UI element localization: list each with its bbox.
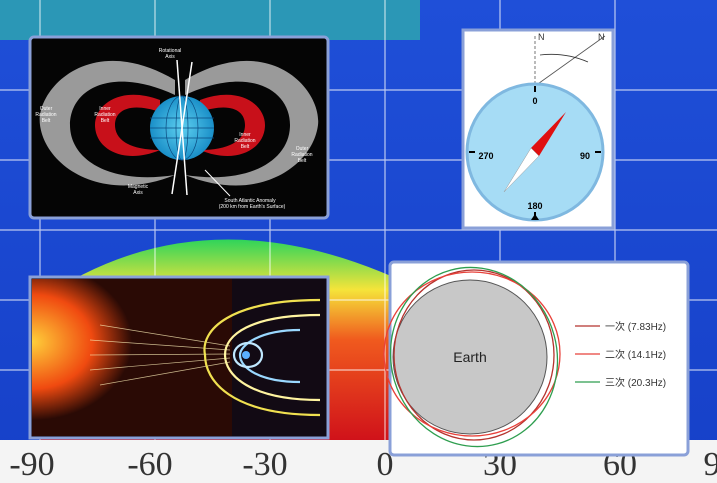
north-label: N bbox=[538, 32, 545, 42]
resonance-panel: Earth 一次 (7.83Hz) 二次 (14.1Hz) 三次 (20.3Hz) bbox=[383, 260, 690, 457]
earth-label: Earth bbox=[453, 349, 486, 365]
label: Axis bbox=[165, 54, 175, 60]
magnetosphere-panel bbox=[28, 275, 330, 440]
legend-label: 一次 (7.83Hz) bbox=[605, 320, 666, 333]
x-tick-label: -30 bbox=[242, 446, 287, 483]
label: Magnetic bbox=[128, 184, 149, 190]
compass-label: 90 bbox=[580, 151, 590, 161]
mode-2-outline bbox=[383, 271, 561, 437]
label: Radiation bbox=[35, 112, 56, 118]
compass-label: 270 bbox=[478, 151, 493, 161]
label: (200 km from Earth's Surface) bbox=[219, 204, 286, 210]
x-tick-label: 0 bbox=[377, 446, 394, 483]
label: Axis bbox=[133, 190, 143, 196]
label: Belt bbox=[101, 118, 110, 124]
x-tick-label: -90 bbox=[9, 446, 54, 483]
label: Belt bbox=[298, 158, 307, 164]
compass-label: 0 bbox=[532, 96, 537, 106]
label: Radiation bbox=[234, 138, 255, 144]
legend: 一次 (7.83Hz) 二次 (14.1Hz) 三次 (20.3Hz) bbox=[575, 320, 666, 389]
compass-panel: N N 0 90 180 270 bbox=[461, 28, 615, 230]
label: Radiation bbox=[94, 112, 115, 118]
radiation-belt-panel: Rotational Axis Outer Radiation Belt Inner R… bbox=[28, 35, 330, 220]
north-label: N bbox=[598, 32, 605, 42]
x-tick-label: 9 bbox=[704, 446, 717, 483]
svg-text:South Atlantic Anomaly(200 km: South Atlantic Anomaly (200 km from Earth… bbox=[219, 198, 286, 210]
label: South Atlantic Anomaly bbox=[224, 198, 276, 204]
label: Inner bbox=[239, 132, 251, 138]
legend-label: 二次 (14.1Hz) bbox=[605, 348, 666, 361]
mode-1-outline bbox=[393, 269, 555, 441]
mode-3-outline bbox=[389, 266, 559, 448]
compass-label: 180 bbox=[527, 201, 542, 211]
label: Outer bbox=[296, 146, 309, 152]
label: Rotational bbox=[159, 48, 182, 54]
x-tick-label: -60 bbox=[127, 446, 172, 483]
label: Radiation bbox=[291, 152, 312, 158]
legend-label: 三次 (20.3Hz) bbox=[605, 376, 666, 389]
label: Belt bbox=[42, 118, 51, 124]
label: Outer bbox=[40, 106, 53, 112]
map-top-band bbox=[0, 0, 420, 40]
label: Inner bbox=[99, 106, 111, 112]
label: Belt bbox=[241, 144, 250, 150]
